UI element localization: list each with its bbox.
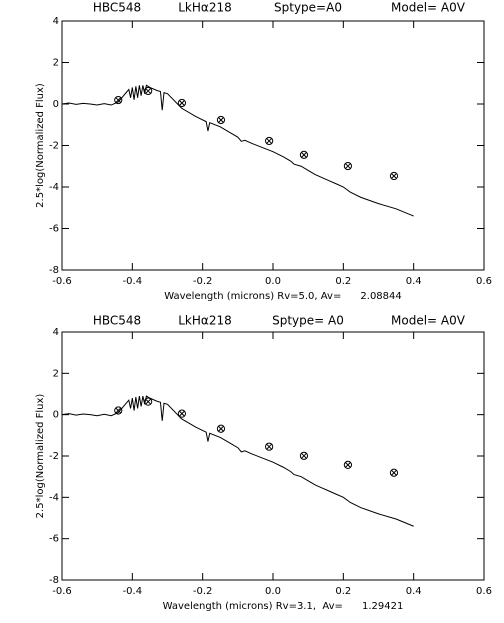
marker-circle (216, 115, 226, 125)
title-part: HBC548 (93, 314, 141, 328)
x-tick-label: 0.2 (335, 586, 351, 597)
y-tick-label: -6 (49, 224, 59, 235)
y-axis-label: 2.5*log(Normalized Flux) (35, 394, 46, 519)
photometry-point (299, 451, 309, 460)
marker-cross (179, 410, 185, 417)
marker-cross (391, 173, 397, 179)
y-tick-label: 0 (53, 410, 59, 421)
marker-circle (299, 451, 309, 460)
marker-circle (144, 86, 153, 96)
panel: HBC548 LkHα218 Sptype= A0 Model= A0V -0.6 -0.… (35, 314, 492, 613)
y-tick-label: -8 (49, 575, 59, 586)
spectrum-line (61, 84, 414, 217)
marker-circle (343, 161, 353, 171)
y-axis-label: 2.5*log(Normalized Flux) (35, 83, 46, 208)
marker-cross (115, 97, 122, 103)
photometry-point (299, 150, 309, 159)
title-part: Model= A0V (391, 1, 466, 15)
photometry-point (144, 397, 153, 406)
x-tick-label: -0.4 (123, 586, 143, 597)
photometry-point (177, 98, 187, 108)
marker-cross (391, 469, 397, 476)
y-tick-label: 4 (53, 16, 59, 27)
title-part: LkHα218 (178, 1, 231, 15)
title-part: LkHα218 (178, 314, 231, 328)
plot-frame (61, 331, 485, 581)
y-tick-label: -2 (49, 451, 59, 462)
y-tick-label: 2 (53, 58, 59, 69)
title-part: Sptype= A0 (272, 314, 344, 328)
x-axis-label: Wavelength (microns) Rv=3.1, Av= 1.29421 (163, 601, 404, 612)
marker-circle (265, 442, 274, 451)
y-tick-label: 0 (53, 99, 59, 110)
marker-circle (265, 136, 274, 146)
x-tick-label: -0.4 (123, 276, 143, 287)
y-tick-label: -4 (49, 182, 59, 193)
x-tick-label: -0.6 (52, 276, 72, 287)
photometry-point (343, 161, 353, 171)
x-tick-label: 0.6 (476, 276, 492, 287)
photometry-point (389, 171, 399, 181)
y-tick-label: 2 (53, 368, 59, 379)
x-tick-label: 0.4 (406, 276, 422, 287)
marker-circle (299, 150, 309, 159)
y-tick-label: -2 (49, 141, 59, 152)
title-part: Model= A0V (391, 314, 466, 328)
marker-circle (216, 424, 226, 433)
photometry-point (216, 115, 226, 125)
x-tick-label: -0.2 (193, 586, 213, 597)
marker-cross (301, 151, 307, 158)
marker-cross (218, 425, 224, 432)
marker-cross (301, 452, 307, 459)
x-tick-label: 0.0 (265, 586, 281, 597)
marker-circle (177, 409, 187, 418)
plot-frame (61, 20, 485, 271)
marker-cross (145, 88, 152, 94)
y-tick-label: -6 (49, 534, 59, 545)
photometry-point (114, 406, 123, 415)
marker-cross (115, 407, 122, 414)
title-part: Sptype=A0 (274, 1, 342, 15)
marker-cross (218, 117, 224, 123)
marker-circle (343, 460, 353, 469)
photometry-point (177, 409, 187, 418)
marker-cross (345, 462, 351, 468)
photometry-point (216, 424, 226, 433)
marker-cross (179, 100, 185, 106)
photometry-point (343, 460, 353, 469)
marker-cross (266, 138, 272, 144)
marker-circle (389, 171, 399, 181)
photometry-point (265, 442, 274, 451)
marker-circle (177, 98, 187, 108)
marker-circle (144, 397, 153, 406)
y-tick-label: -4 (49, 492, 59, 503)
y-tick-label: 4 (53, 327, 59, 338)
x-tick-label: 0.2 (335, 276, 351, 287)
marker-circle (114, 406, 123, 415)
x-tick-label: -0.2 (193, 276, 213, 287)
x-tick-label: 0.4 (406, 586, 422, 597)
y-tick-label: -8 (49, 265, 59, 276)
marker-circle (389, 468, 399, 477)
photometry-point (265, 136, 274, 146)
marker-cross (266, 443, 272, 450)
marker-circle (114, 95, 123, 105)
photometry-point (389, 468, 399, 477)
marker-cross (145, 398, 152, 405)
photometry-point (114, 95, 123, 105)
photometry-point (144, 86, 153, 96)
marker-cross (345, 163, 351, 169)
spectrum-line (61, 395, 414, 527)
x-axis-label: Wavelength (microns) Rv=5.0, Av= 2.08844 (164, 291, 402, 302)
x-tick-label: -0.6 (52, 586, 72, 597)
panel: HBC548 LkHα218 Sptype=A0 Model= A0V -0.6 -0.4… (35, 1, 492, 303)
title-part: HBC548 (93, 1, 141, 15)
x-tick-label: 0.0 (265, 276, 281, 287)
x-tick-label: 0.6 (476, 586, 492, 597)
